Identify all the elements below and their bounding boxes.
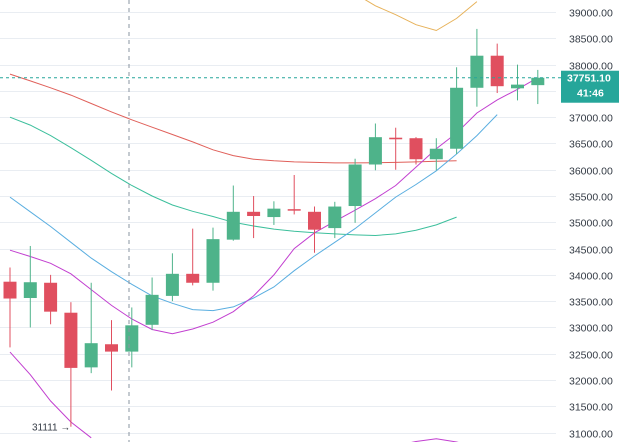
bollinger-lower-line — [9, 351, 92, 439]
chart-grid — [0, 12, 556, 434]
price-tick-label: 36500.00 — [569, 139, 613, 151]
price-tick-label: 31500.00 — [569, 402, 613, 414]
candle-body — [23, 282, 37, 298]
candle-body — [186, 273, 200, 283]
candle-body — [348, 164, 362, 207]
candle-body — [267, 208, 281, 218]
candle[interactable] — [531, 69, 545, 105]
candle[interactable] — [429, 138, 443, 171]
candle-body — [511, 84, 524, 89]
candle[interactable] — [389, 127, 403, 170]
candle[interactable] — [450, 67, 464, 154]
last-price-badge-bg — [561, 70, 619, 103]
price-tick-label: 33000.00 — [569, 323, 613, 335]
bollinger-upper-line — [364, 0, 478, 32]
low-price-marker: 31111 → — [32, 423, 70, 434]
candle[interactable] — [23, 245, 37, 328]
candle[interactable] — [206, 227, 220, 291]
candle-body — [287, 209, 301, 211]
candle[interactable] — [490, 43, 504, 94]
candle[interactable] — [511, 64, 524, 101]
candle-body — [429, 148, 443, 160]
candle[interactable] — [308, 206, 321, 253]
candle[interactable] — [470, 28, 484, 107]
candle[interactable] — [145, 277, 159, 331]
bollinger-lower-line — [411, 438, 459, 442]
candle[interactable] — [105, 320, 118, 391]
candle[interactable] — [287, 175, 301, 215]
candle-body — [328, 206, 342, 229]
price-tick-label: 34500.00 — [569, 245, 613, 257]
candle-body — [490, 55, 504, 87]
candle-body — [389, 137, 403, 140]
candle[interactable] — [247, 196, 261, 239]
candle-body — [145, 294, 159, 325]
candle-body — [105, 344, 118, 352]
candle-body — [368, 137, 382, 165]
moving-average-line — [9, 73, 457, 164]
moving-average-line — [9, 114, 498, 312]
last-price-badge: 37751.10 41:46 — [561, 70, 619, 103]
candle[interactable] — [165, 253, 179, 302]
candle[interactable] — [64, 302, 78, 427]
price-tick-label: 39000.00 — [569, 8, 613, 20]
price-tick-label: 34000.00 — [569, 271, 613, 283]
price-tick-label: 33500.00 — [569, 297, 613, 309]
candle[interactable] — [226, 185, 240, 241]
moving-average-line — [9, 77, 539, 335]
candlesticks[interactable] — [3, 28, 545, 427]
candle-body — [226, 211, 240, 240]
candle[interactable] — [409, 137, 423, 165]
candle[interactable] — [368, 123, 382, 171]
candle-body — [470, 55, 484, 88]
candle-body — [409, 138, 423, 160]
candle-body — [308, 211, 321, 230]
candle-body — [64, 312, 78, 368]
candle-body — [3, 281, 17, 299]
price-tick-label: 35000.00 — [569, 218, 613, 230]
candle-body — [125, 325, 139, 352]
candle-body — [531, 77, 545, 86]
price-tick-label: 36000.00 — [569, 166, 613, 178]
indicator-lines — [9, 0, 539, 442]
candle-countdown: 41:46 — [577, 88, 604, 100]
price-tick-label: 35500.00 — [569, 192, 613, 204]
price-tick-label: 32500.00 — [569, 350, 613, 362]
candle[interactable] — [3, 267, 17, 348]
candle[interactable] — [328, 201, 342, 239]
price-tick-label: 37000.00 — [569, 113, 613, 125]
candle-body — [450, 87, 464, 149]
candle-body — [84, 343, 98, 368]
price-tick-label: 38500.00 — [569, 34, 613, 46]
candle[interactable] — [44, 274, 58, 325]
candle[interactable] — [186, 228, 200, 286]
candle[interactable] — [267, 201, 281, 225]
price-tick-label: 32000.00 — [569, 376, 613, 388]
candle[interactable] — [348, 158, 362, 223]
candle-body — [165, 273, 179, 296]
price-axis[interactable]: 39000.0038500.0038000.0037500.0037000.00… — [569, 8, 613, 441]
last-price-value: 37751.10 — [567, 73, 611, 85]
price-tick-label: 31000.00 — [569, 429, 613, 441]
price-tick-label: 38000.00 — [569, 61, 613, 73]
candle-body — [44, 282, 58, 312]
candle-body — [247, 211, 261, 217]
candle[interactable] — [84, 282, 98, 374]
candle-body — [206, 239, 220, 283]
